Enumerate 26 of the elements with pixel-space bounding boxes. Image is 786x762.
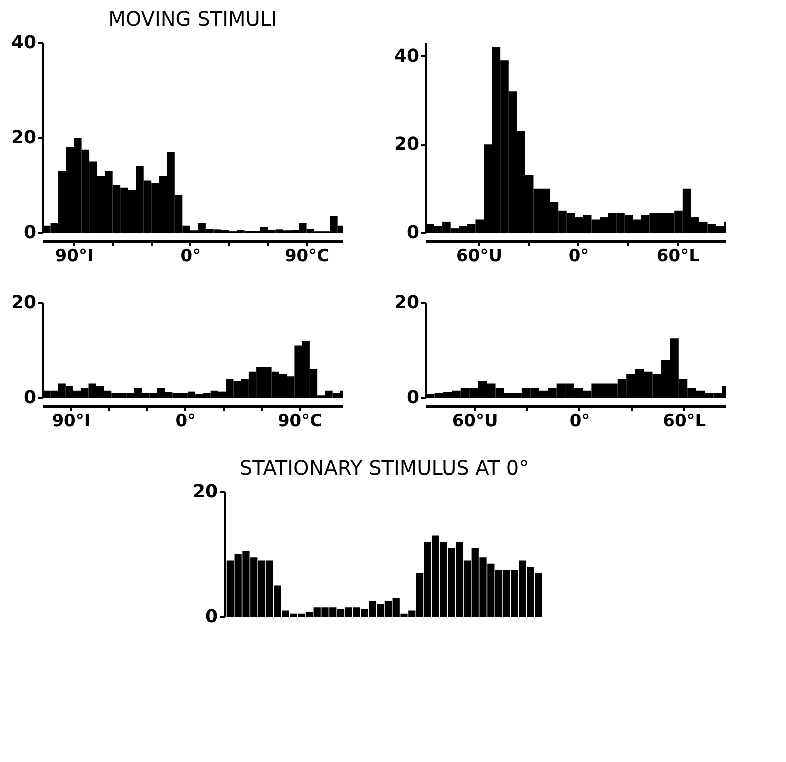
x-tick-label: 0° — [568, 246, 590, 266]
y-tick-label: 40 — [394, 46, 420, 67]
y-tick-label: 0 — [24, 222, 36, 244]
x-tick-label: 60°U — [456, 246, 503, 266]
chart-title: MOVING STIMULI — [108, 7, 278, 31]
y-tick-label: 0 — [406, 388, 420, 408]
y-tick-label: 0 — [406, 222, 420, 244]
x-tick-label: 90°I — [55, 246, 94, 266]
x-tick-label: 60°L — [656, 246, 700, 266]
x-tick-label: 0° — [180, 246, 202, 266]
x-tick-label: 90°C — [284, 246, 330, 266]
y-tick-label: 20 — [394, 292, 420, 314]
x-tick-label: 0° — [176, 412, 196, 432]
x-tick-label: 0° — [570, 412, 590, 432]
y-tick-label: 20 — [11, 128, 36, 148]
x-tick-label: 90°C — [278, 412, 323, 432]
y-tick-label: 20 — [192, 482, 218, 502]
x-tick-label: 60°U — [452, 412, 498, 432]
y-tick-label: 20 — [11, 292, 36, 314]
y-tick-label: 0 — [205, 606, 218, 628]
x-tick-label: 90°I — [52, 412, 91, 432]
y-tick-label: 40 — [11, 32, 36, 54]
y-tick-label: 0 — [24, 388, 36, 408]
y-tick-label: 20 — [394, 134, 420, 156]
x-tick-label: 60°L — [663, 412, 706, 432]
chart-title: STATIONARY STIMULUS AT 0° — [240, 456, 530, 480]
